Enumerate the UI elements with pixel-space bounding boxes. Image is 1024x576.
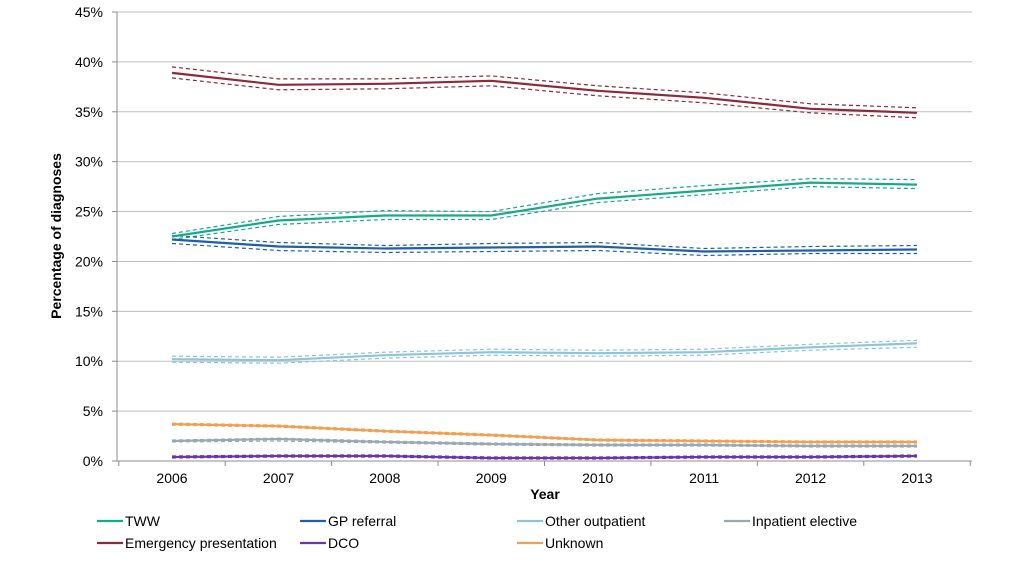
x-tick-label: 2009 [476,470,507,486]
x-tick-label: 2013 [901,470,932,486]
ci-lower-emergency-presentation [171,77,918,119]
legend-label-other-outpatient: Other outpatient [545,513,646,529]
ci-upper-other-outpatient [171,339,918,358]
y-tick-label: 20% [75,253,103,269]
ci-upper-gp-referral [171,234,918,250]
y-tick-label: 0% [83,453,103,469]
y-tick-label: 5% [83,403,103,419]
ci-lower-tww [171,185,918,241]
x-tick-label: 2012 [795,470,826,486]
y-tick-label: 40% [75,54,103,70]
legend-label-dco: DCO [328,535,359,551]
series-line-other-outpatient [171,342,918,362]
x-tick-label: 2007 [263,470,294,486]
x-tick-label: 2008 [369,470,400,486]
series-line-unknown [171,423,917,444]
y-tick-label: 25% [75,204,103,220]
series-line-dco [171,454,918,460]
y-tick-label: 45% [75,4,103,20]
ci-lower-gp-referral [171,242,917,257]
y-tick-label: 30% [75,154,103,170]
legend-label-gp-referral: GP referral [328,513,396,529]
ci-upper-tww [171,177,918,235]
legend-label-unknown: Unknown [545,535,603,551]
ci-lower-unknown [171,424,917,444]
ci-upper-emergency-presentation [171,66,918,109]
tick-labels: 0% 5% 10% 15% 20% 25% 30% 35% 40% 45% 2006 2007 2008… [75,4,933,486]
y-tick-label: 15% [75,303,103,319]
legend-label-inpatient-elective: Inpatient elective [752,513,857,529]
legend-label-tww: TWW [125,513,161,529]
y-tick-label: 10% [75,353,103,369]
axes [112,11,972,466]
y-tick-label: 35% [75,104,103,120]
legend: TWW GP referral Other outpatient Inpatient … [97,513,857,551]
x-tick-label: 2011 [689,470,719,486]
series-line-emergency-presentation [171,71,918,114]
series-lines [171,71,918,460]
x-axis-title: Year [530,486,560,502]
y-axis-title: Percentage of diagnoses [48,153,64,319]
x-tick-label: 2010 [582,470,613,486]
series-line-tww [171,181,918,238]
ci-lower-other-outpatient [171,346,918,364]
confidence-intervals [171,66,918,460]
legend-label-emergency-presentation: Emergency presentation [125,535,277,551]
series-line-gp-referral [171,238,918,253]
series-line-inpatient-elective [171,437,917,448]
x-tick-label: 2006 [156,470,187,486]
